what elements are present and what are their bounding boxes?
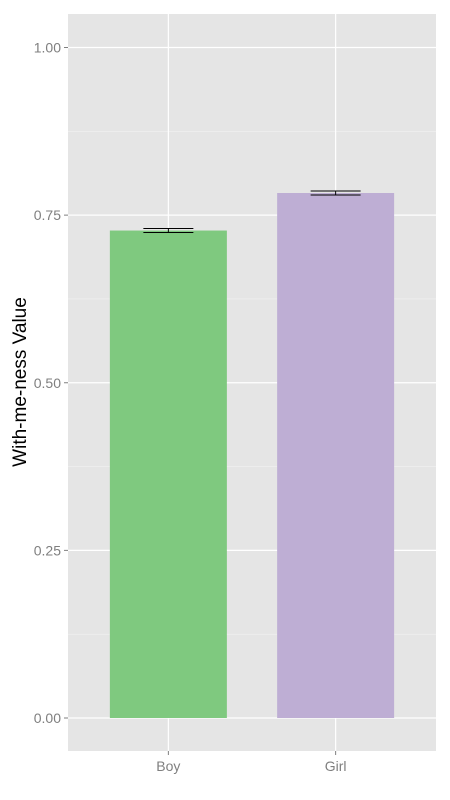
y-tick-label: 0.00: [34, 710, 61, 726]
errorbars-group: [143, 190, 361, 234]
bars-group: [109, 192, 395, 718]
x-axis: Boy Girl: [156, 751, 347, 774]
bar-boy: [109, 230, 227, 718]
y-axis: 0.00 0.25 0.50 0.75 1.00: [34, 40, 68, 726]
x-tick-label: Girl: [325, 758, 347, 774]
y-tick-label: 1.00: [34, 40, 61, 56]
bar-girl: [277, 192, 395, 718]
x-tick-label: Boy: [156, 758, 180, 774]
y-axis-title: With-me-ness Value: [10, 297, 31, 467]
y-tick-label: 0.50: [34, 375, 61, 391]
y-tick-label: 0.25: [34, 542, 61, 558]
y-tick-label: 0.75: [34, 207, 61, 223]
